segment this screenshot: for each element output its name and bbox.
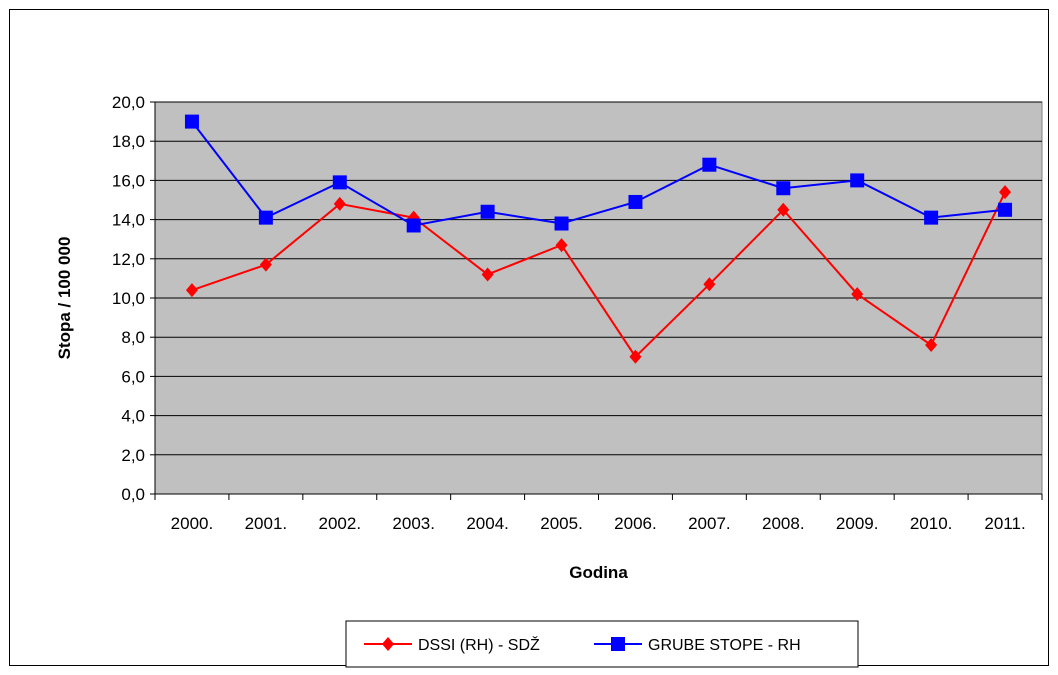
y-tick-label: 12,0 <box>112 250 145 269</box>
y-tick-label: 8,0 <box>121 328 145 347</box>
series-1-point <box>850 173 865 188</box>
series-0-point <box>185 283 198 298</box>
series-1-point <box>924 210 939 225</box>
series-0-point <box>703 277 716 292</box>
x-tick-label: 2000. <box>171 514 214 533</box>
series-1-line <box>191 120 1006 227</box>
legend-swatch-marker <box>611 637 625 651</box>
series-0-point <box>333 196 346 211</box>
legend-swatch-marker <box>382 637 394 651</box>
y-tick-label: 18,0 <box>112 132 145 151</box>
legend-label: GRUBE STOPE - RH <box>648 637 801 654</box>
series-0-point <box>851 287 864 302</box>
y-axis: 0,0 2,0 4,0 6,0 8,0 10,0 12,0 14,0 16,0 18,0 20,0 <box>112 93 156 504</box>
y-axis-title: Stopa / 100 000 <box>55 237 74 360</box>
series-0-point <box>259 257 272 272</box>
series-0-point <box>629 349 642 364</box>
x-tick-label: 2005. <box>540 514 583 533</box>
series-1-point <box>998 202 1013 217</box>
series-0-point <box>999 185 1012 200</box>
y-tick-label: 0,0 <box>121 485 145 504</box>
gridlines <box>155 101 1042 456</box>
x-tick-label: 2008. <box>762 514 805 533</box>
x-tick-label: 2011. <box>984 514 1025 533</box>
series-0-line <box>191 191 1006 359</box>
series-1-point <box>406 218 421 233</box>
x-tick-label: 2003. <box>392 514 435 533</box>
x-axis: 2000. 2001. 2002. 2003. 2004. 2005. 2006. 2007.… <box>154 493 1043 533</box>
legend-item-0: DSSI (RH) - SDŽ <box>364 635 540 654</box>
series-0-point <box>777 202 790 217</box>
series-layer <box>184 114 1013 364</box>
x-tick-label: 2004. <box>466 514 509 533</box>
legend: DSSI (RH) - SDŽ GRUBE STOPE - RH <box>345 620 859 668</box>
series-0-point <box>481 267 494 282</box>
y-tick-label: 20,0 <box>112 93 145 112</box>
legend-item-1: GRUBE STOPE - RH <box>594 637 801 654</box>
x-tick-label: 2002. <box>319 514 362 533</box>
series-1-point <box>702 157 717 172</box>
series-1-point <box>628 194 643 209</box>
y-tick-label: 2,0 <box>121 446 145 465</box>
series-1-point <box>480 204 495 219</box>
series-0 <box>185 185 1012 364</box>
series-0-point <box>925 338 938 353</box>
series-1-point <box>554 216 569 231</box>
series-1-point <box>258 210 273 225</box>
x-tick-label: 2006. <box>614 514 657 533</box>
y-tick-label: 14,0 <box>112 211 145 230</box>
series-1 <box>184 114 1013 233</box>
x-axis-title: Godina <box>569 563 628 582</box>
x-tick-label: 2010. <box>910 514 953 533</box>
x-tick-label: 2007. <box>688 514 731 533</box>
x-tick-label: 2009. <box>836 514 879 533</box>
series-1-point <box>776 181 791 196</box>
y-tick-label: 10,0 <box>112 289 145 308</box>
x-tick-label: 2001. <box>245 514 288 533</box>
series-1-point <box>184 114 199 129</box>
series-0-point <box>555 238 568 253</box>
y-tick-label: 16,0 <box>112 171 145 190</box>
series-1-point <box>332 175 347 190</box>
y-tick-label: 6,0 <box>121 367 145 386</box>
y-tick-label: 4,0 <box>121 407 145 426</box>
legend-label: DSSI (RH) - SDŽ <box>418 635 540 654</box>
